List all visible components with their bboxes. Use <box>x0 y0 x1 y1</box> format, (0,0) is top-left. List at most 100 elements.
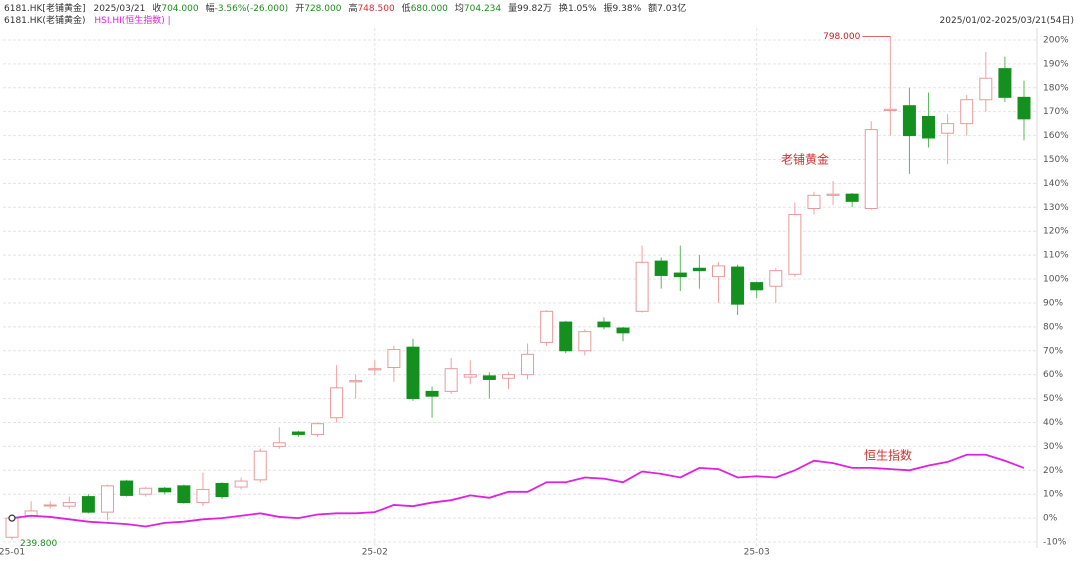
candle-body <box>540 310 554 343</box>
candle-body <box>731 266 745 305</box>
y-tick-label: 130% <box>1043 203 1069 213</box>
candle-body <box>311 423 325 435</box>
header-value: 680.000 <box>410 4 448 14</box>
header-label: 振 <box>603 4 613 14</box>
legend-candles: 6181.HK(老铺黄金) <box>4 16 86 26</box>
start-marker <box>8 514 16 522</box>
quote-header: 6181.HK[老铺黄金] 2025/03/21 收704.000 幅-3.56%(-… <box>4 1 693 14</box>
header-label: 开 <box>295 4 305 14</box>
candle-body <box>941 123 955 134</box>
candle-body <box>387 349 401 368</box>
candle-body <box>559 321 573 352</box>
candle-body <box>578 331 592 352</box>
candle-body <box>883 108 897 111</box>
date-range: 2025/01/02-2025/03/21(54日) <box>939 16 1074 26</box>
header-item: 收704.000 <box>152 4 198 14</box>
header-value: 748.500 <box>357 4 395 14</box>
candles-annotation: 老铺黄金 <box>781 152 829 167</box>
y-tick-label: 20% <box>1043 466 1063 476</box>
candle-body <box>654 260 668 276</box>
candle-body <box>826 193 840 196</box>
candle-body <box>960 99 974 125</box>
index-annotation: 恒生指数 <box>864 448 912 463</box>
candle-body <box>120 480 134 496</box>
header-item: 量99.82万 <box>508 4 552 14</box>
header-item: 换1.05% <box>559 4 597 14</box>
candle-body <box>291 431 305 435</box>
low-label: 239.800 <box>20 539 57 549</box>
candle-body <box>922 115 936 139</box>
header-label: 量 <box>508 4 518 14</box>
legend: 6181.HK(老铺黄金) HSI.HI(恒生指数) | <box>4 13 171 26</box>
y-tick-label: 140% <box>1043 179 1069 189</box>
candle-body <box>368 368 382 371</box>
candle-body <box>463 374 477 378</box>
candle-body <box>253 450 267 481</box>
candle-body <box>769 270 783 287</box>
y-tick-label: 0% <box>1043 514 1058 524</box>
y-tick-label: 50% <box>1043 394 1063 404</box>
candle-body <box>272 442 286 447</box>
header-label: 高 <box>348 4 358 14</box>
y-tick-label: 200% <box>1043 35 1069 45</box>
y-tick-label: -10% <box>1043 538 1067 548</box>
y-tick-label: 150% <box>1043 155 1069 165</box>
candle-body <box>444 368 458 392</box>
candle-body <box>998 68 1012 98</box>
y-tick-label: 10% <box>1043 490 1063 500</box>
candle-body <box>597 321 611 328</box>
candle-body <box>62 502 76 507</box>
y-tick-label: 120% <box>1043 227 1069 237</box>
candle-body <box>406 346 420 400</box>
candle-body <box>349 380 363 383</box>
candle-body <box>196 488 210 504</box>
candle-body <box>158 487 172 493</box>
index-line <box>11 453 1025 528</box>
y-tick-label: 70% <box>1043 346 1063 356</box>
header-value: 99.82万 <box>517 4 552 14</box>
y-tick-label: 30% <box>1043 442 1063 452</box>
header-item: 振9.38% <box>604 4 642 14</box>
candle-body <box>807 194 821 210</box>
candle-body <box>482 375 496 380</box>
header-item: 6181.HK[老铺黄金] 2025/03/21 <box>4 4 145 14</box>
candle-body <box>750 282 764 291</box>
header-value: 9.38% <box>612 4 642 14</box>
header-label: 幅 <box>205 4 215 14</box>
y-tick-label: 40% <box>1043 418 1063 428</box>
candle-body <box>711 265 725 278</box>
x-tick-label: 25-03 <box>744 548 770 558</box>
candle-body <box>521 353 535 376</box>
x-tick-label: 25-02 <box>362 548 388 558</box>
candle-body <box>234 480 248 488</box>
header-value: 7.03亿 <box>657 4 687 14</box>
y-tick-label: 160% <box>1043 131 1069 141</box>
y-tick-label: 100% <box>1043 275 1069 285</box>
header-label: 换 <box>558 4 568 14</box>
y-tick-label: 180% <box>1043 83 1069 93</box>
y-tick-label: 170% <box>1043 107 1069 117</box>
y-tick-label: 80% <box>1043 322 1063 332</box>
header-label: 额 <box>648 4 658 14</box>
y-tick-label: 190% <box>1043 59 1069 69</box>
y-tick-label: 110% <box>1043 251 1069 261</box>
header-value: 2025/03/21 <box>93 4 146 14</box>
header-item: 均704.234 <box>455 4 501 14</box>
header-value: 704.234 <box>463 4 502 14</box>
header-value: 704.000 <box>161 4 199 14</box>
candle-body <box>1017 96 1031 120</box>
candle-body <box>177 485 191 504</box>
candle-body <box>902 105 916 137</box>
candle-body <box>864 129 878 210</box>
candle-body <box>692 267 706 272</box>
legend-index: HSI.HI(恒生指数) | <box>94 16 171 26</box>
candle-body <box>635 261 649 312</box>
header-item: 高748.500 <box>348 4 394 14</box>
header-label: 收 <box>152 4 162 14</box>
y-tick-label: 90% <box>1043 298 1063 308</box>
candle-body <box>845 193 859 202</box>
header-value: -3.56%(-26.000) <box>214 4 289 14</box>
candle-body <box>979 77 993 101</box>
candle-body <box>425 390 439 397</box>
header-item: 额7.03亿 <box>648 4 686 14</box>
